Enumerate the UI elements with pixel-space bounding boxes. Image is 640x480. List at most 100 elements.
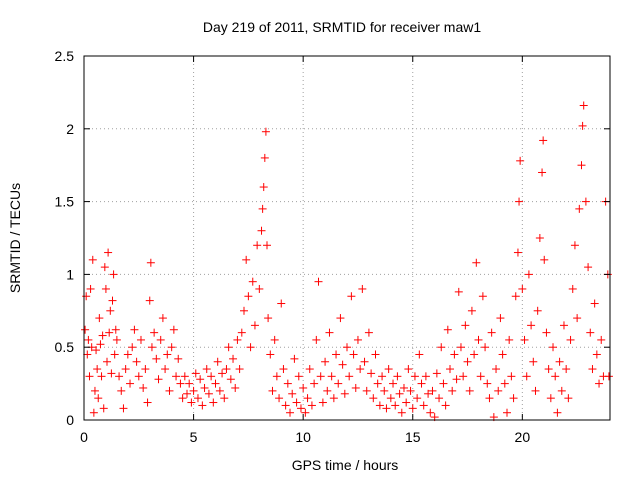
data-point: [272, 372, 281, 381]
data-point: [399, 383, 408, 392]
data-point: [176, 379, 185, 388]
data-point: [413, 394, 422, 403]
data-point: [360, 357, 369, 366]
data-point: [92, 346, 101, 355]
data-point: [590, 299, 599, 308]
data-point: [380, 386, 389, 395]
data-point: [100, 263, 109, 272]
data-point: [270, 335, 279, 344]
data-point: [119, 404, 128, 413]
data-point: [83, 350, 92, 359]
data-point: [546, 394, 555, 403]
data-point: [218, 369, 227, 378]
data-points: [81, 101, 613, 422]
data-point: [351, 383, 360, 392]
data-point: [498, 350, 507, 359]
data-point: [382, 404, 391, 413]
data-point: [237, 328, 246, 337]
data-point: [579, 101, 588, 110]
data-point: [496, 314, 505, 323]
data-point: [169, 325, 178, 334]
data-point: [112, 335, 121, 344]
data-point: [139, 383, 148, 392]
data-point: [334, 379, 343, 388]
data-point: [461, 321, 470, 330]
data-point: [96, 340, 105, 349]
data-point: [437, 343, 446, 352]
data-point: [417, 379, 426, 388]
data-point: [358, 284, 367, 293]
x-tick-label: 15: [405, 429, 421, 445]
data-point: [110, 350, 119, 359]
data-point: [154, 375, 163, 384]
data-point: [443, 325, 452, 334]
data-point: [185, 379, 194, 388]
data-point: [167, 343, 176, 352]
data-point: [292, 398, 301, 407]
data-point: [336, 314, 345, 323]
data-point: [524, 270, 533, 279]
data-point: [233, 335, 242, 344]
data-point: [356, 365, 365, 374]
data-point: [483, 379, 492, 388]
data-point: [108, 296, 117, 305]
data-point: [391, 401, 400, 410]
y-tick-label: 0.5: [55, 339, 75, 355]
data-point: [187, 398, 196, 407]
data-point: [283, 379, 292, 388]
data-point: [294, 372, 303, 381]
data-point: [250, 321, 259, 330]
data-point: [115, 372, 124, 381]
data-point: [347, 292, 356, 301]
data-point: [81, 325, 90, 334]
data-point: [106, 306, 115, 315]
data-point: [362, 386, 371, 395]
data-point: [364, 328, 373, 337]
data-point: [539, 136, 548, 145]
data-point: [117, 386, 126, 395]
data-point: [402, 398, 411, 407]
data-point: [527, 321, 536, 330]
data-point: [121, 365, 130, 374]
data-point: [321, 357, 330, 366]
data-point: [279, 365, 288, 374]
data-point: [286, 408, 295, 417]
data-point: [472, 258, 481, 267]
data-point: [533, 306, 542, 315]
data-point: [89, 408, 98, 417]
data-point: [446, 365, 455, 374]
data-point: [441, 401, 450, 410]
y-tick-label: 1.5: [55, 194, 75, 210]
data-point: [597, 335, 606, 344]
data-point: [93, 365, 102, 374]
x-axis-label: GPS time / hours: [292, 457, 399, 473]
data-point: [150, 328, 159, 337]
data-point: [343, 343, 351, 352]
data-point: [515, 197, 524, 206]
data-point: [432, 369, 441, 378]
data-point: [156, 335, 165, 344]
data-point: [258, 204, 267, 213]
data-point: [535, 234, 544, 242]
data-point: [448, 386, 457, 395]
data-point: [275, 394, 284, 403]
data-point: [312, 335, 321, 344]
data-point: [507, 372, 516, 381]
data-point: [595, 379, 604, 388]
data-point: [299, 383, 308, 392]
data-point: [557, 386, 566, 395]
y-tick-label: 2: [66, 121, 74, 137]
data-point: [586, 328, 595, 337]
axis-ticks: [83, 55, 610, 421]
data-point: [463, 357, 472, 366]
data-point: [604, 372, 613, 381]
data-point: [323, 386, 332, 395]
data-point: [424, 389, 433, 398]
data-point: [132, 357, 141, 366]
chart-title: Day 219 of 2011, SRMTID for receiver maw…: [203, 19, 482, 35]
data-point: [242, 255, 251, 264]
data-point: [578, 121, 587, 130]
data-point: [277, 299, 286, 308]
data-point: [257, 226, 266, 235]
data-point: [566, 335, 575, 344]
